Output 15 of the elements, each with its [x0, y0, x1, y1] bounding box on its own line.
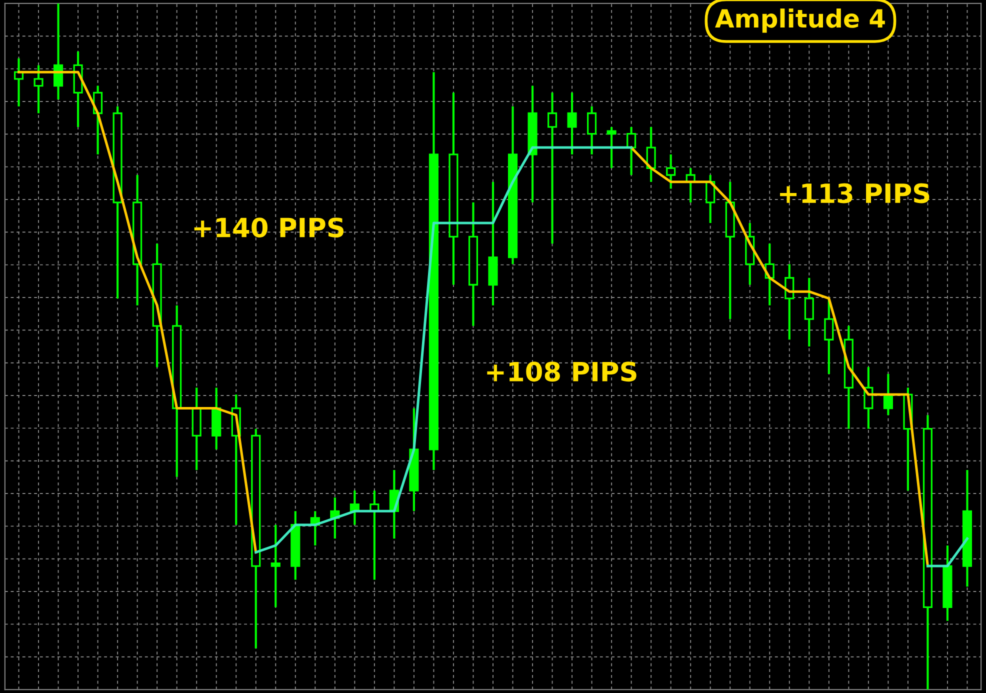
candlestick [646, 126, 656, 183]
annotation: +140 PIPS [194, 218, 344, 238]
candlestick [804, 276, 814, 348]
candlestick [547, 92, 558, 245]
annotation: +108 PIPS [487, 362, 636, 382]
candlestick [666, 153, 676, 190]
candlestick [34, 64, 44, 114]
candlestick [587, 105, 597, 156]
candlestick [14, 57, 24, 108]
annotation: +113 PIPS [780, 183, 930, 204]
candlestick [270, 524, 280, 608]
candlestick [567, 92, 577, 156]
candlestick [626, 126, 636, 176]
chart-title: Amplitude 4 [715, 8, 885, 33]
candlestick [606, 126, 616, 170]
